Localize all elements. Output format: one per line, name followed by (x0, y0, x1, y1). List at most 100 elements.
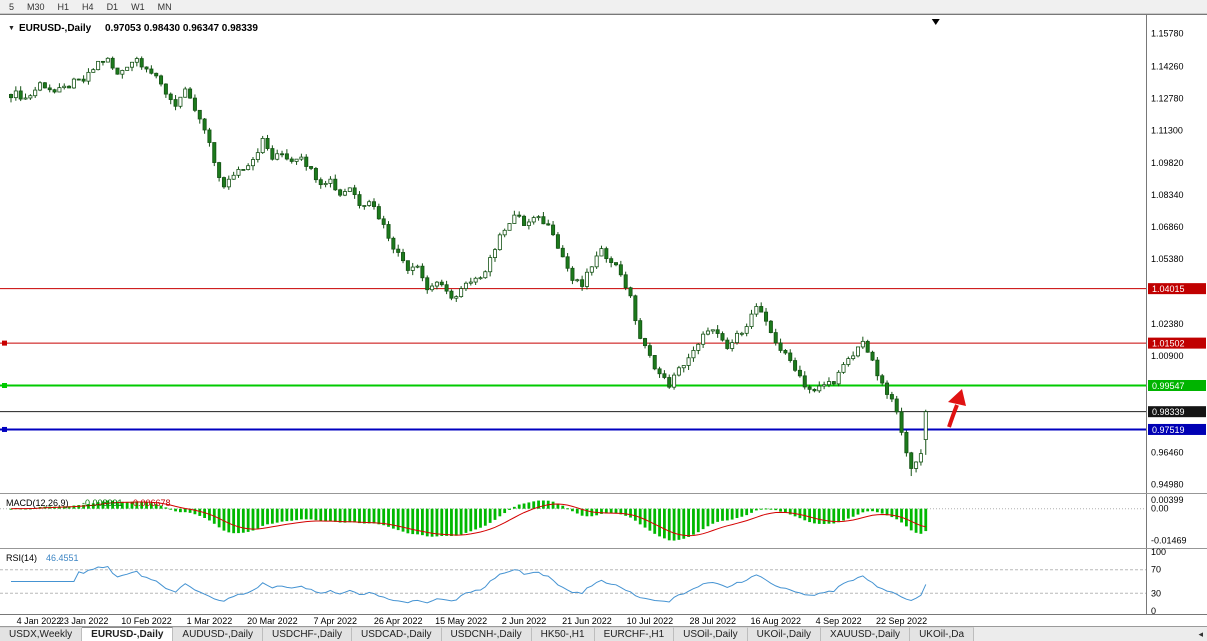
macd-histogram-bar (459, 508, 463, 535)
period-button-h4[interactable]: H4 (82, 1, 94, 12)
macd-histogram-bar (227, 508, 231, 533)
macd-histogram-bar (851, 508, 855, 517)
macd-histogram-bar (542, 500, 545, 509)
candle-body (173, 99, 178, 107)
macd-histogram-bar (871, 508, 874, 512)
rsi-value: 46.4551 (46, 553, 79, 563)
macd-histogram-bar (909, 508, 913, 531)
macd-histogram-bar (72, 505, 76, 509)
macd-histogram-bar (435, 508, 439, 537)
macd-histogram-bar (464, 508, 468, 533)
trend-arrow-annotation[interactable] (947, 389, 966, 428)
hline-marker-support-blue[interactable] (2, 426, 7, 432)
symbol-dropdown-icon[interactable]: ▼ (8, 25, 15, 32)
macd-signal-line (10, 501, 926, 537)
tab-xauusd-daily[interactable]: XAUUSD-,Daily (821, 627, 911, 641)
macd-histogram-bar (358, 508, 361, 524)
hline-marker-resistance-2[interactable] (2, 340, 7, 346)
macd-histogram-bar (140, 501, 144, 509)
tab-usdcnh-daily[interactable]: USDCNH-,Daily (441, 627, 532, 641)
macd-histogram-bar (96, 502, 100, 509)
period-button-h1[interactable]: H1 (57, 1, 70, 12)
chart-canvas[interactable]: 1.15780 1.14260 1.12780 1.11300 1.09820 1.083… (0, 14, 1207, 626)
candle-body (81, 78, 86, 82)
macd-histogram-bar (101, 501, 105, 509)
tab-usdchf-daily[interactable]: USDCHF-,Daily (262, 627, 352, 641)
candle-body (526, 221, 531, 226)
period-button-w1[interactable]: W1 (131, 1, 145, 12)
period-button-m30[interactable]: M30 (27, 1, 45, 12)
tab-usoil-daily[interactable]: USOil-,Daily (674, 627, 748, 641)
tab-usdcad-daily[interactable]: USDCAD-,Daily (351, 627, 442, 641)
candle-body (212, 142, 217, 163)
price-badge-0.97519[interactable] (1148, 423, 1206, 435)
period-button-5[interactable]: 5 (9, 1, 15, 12)
macd-histogram-bar (232, 508, 236, 534)
tab-eurchf-h1[interactable]: EURCHF-,H1 (594, 627, 675, 641)
price-badge-0.98339[interactable] (1148, 406, 1206, 418)
price-tick-label: 1.12780 (1151, 94, 1184, 104)
candle-body (105, 57, 110, 63)
candle-body (783, 350, 788, 354)
macd-histogram-bar (145, 502, 148, 509)
candle-body (488, 257, 493, 273)
candle-body (797, 369, 802, 377)
tab-audusd-daily[interactable]: AUDUSD-,Daily (173, 627, 263, 641)
rsi-scale-label: 100 (1151, 547, 1166, 557)
symbol-tab-bar: USDX,Weekly EURUSD-,Daily AUDUSD-,Daily USD… (0, 626, 1207, 641)
price-badge-1.04015[interactable] (1148, 283, 1206, 295)
candle-body (401, 252, 406, 262)
chart-shift-marker-icon[interactable] (931, 19, 940, 25)
hline-marker-support-green[interactable] (2, 382, 7, 388)
macd-histogram-bar (125, 501, 129, 509)
period-button-d1[interactable]: D1 (106, 1, 119, 12)
macd-histogram-bar (314, 508, 318, 521)
macd-histogram-bar (624, 508, 628, 516)
candle-body (463, 282, 468, 290)
macd-histogram-bar (498, 508, 502, 517)
candle-body (313, 168, 318, 181)
macd-histogram-bar (730, 508, 734, 520)
macd-histogram-bar (643, 508, 647, 528)
macd-histogram-bar (813, 508, 816, 524)
price-tick-label: 1.06860 (1151, 222, 1184, 232)
candle-body (889, 394, 894, 400)
tab-eurusd-daily[interactable]: EURUSD-,Daily (82, 627, 174, 641)
arrow-head-icon[interactable] (948, 389, 966, 406)
macd-histogram-bar (493, 508, 497, 520)
macd-histogram-bar (367, 508, 371, 524)
macd-histogram-bar (188, 508, 192, 513)
macd-histogram-bar (701, 508, 705, 530)
macd-histogram-bar (619, 508, 623, 515)
macd-histogram-bar (677, 508, 681, 540)
macd-histogram-bar (551, 501, 555, 509)
candle-body (275, 153, 280, 160)
tab-scroll-left-icon[interactable]: ◂ (1196, 629, 1205, 640)
candle-body (76, 78, 81, 81)
candle-body (255, 152, 260, 160)
macd-histogram-bar (614, 508, 618, 514)
macd-histogram-bar (648, 508, 652, 531)
candle-body (522, 215, 527, 226)
candle-body (754, 306, 759, 315)
candle-body (284, 153, 289, 160)
macd-histogram-bar (590, 508, 594, 517)
period-button-mn[interactable]: MN (157, 1, 172, 12)
tab-hk50-h1[interactable]: HK50-,H1 (531, 627, 595, 641)
macd-histogram-bar (290, 508, 294, 521)
tab-ukoil-da[interactable]: UKOil-,Da (910, 627, 975, 641)
rsi-indicator-label: RSI(14) (6, 553, 37, 563)
price-badge-1.01502[interactable] (1148, 337, 1206, 349)
macd-histogram-bar (77, 505, 81, 509)
price-tick-label: 1.11300 (1151, 126, 1183, 136)
candle-body (52, 89, 57, 93)
tab-usdx-weekly[interactable]: USDX,Weekly (0, 627, 83, 641)
macd-histogram-bar (266, 508, 269, 525)
candle-body (507, 223, 512, 231)
arrow-shaft[interactable] (947, 404, 959, 428)
candle-body (618, 264, 623, 276)
price-badge-0.99547[interactable] (1148, 379, 1206, 391)
tab-ukoil-daily[interactable]: UKOil-,Daily (747, 627, 822, 641)
candle-body (207, 129, 212, 143)
macd-histogram-bar (900, 508, 903, 523)
